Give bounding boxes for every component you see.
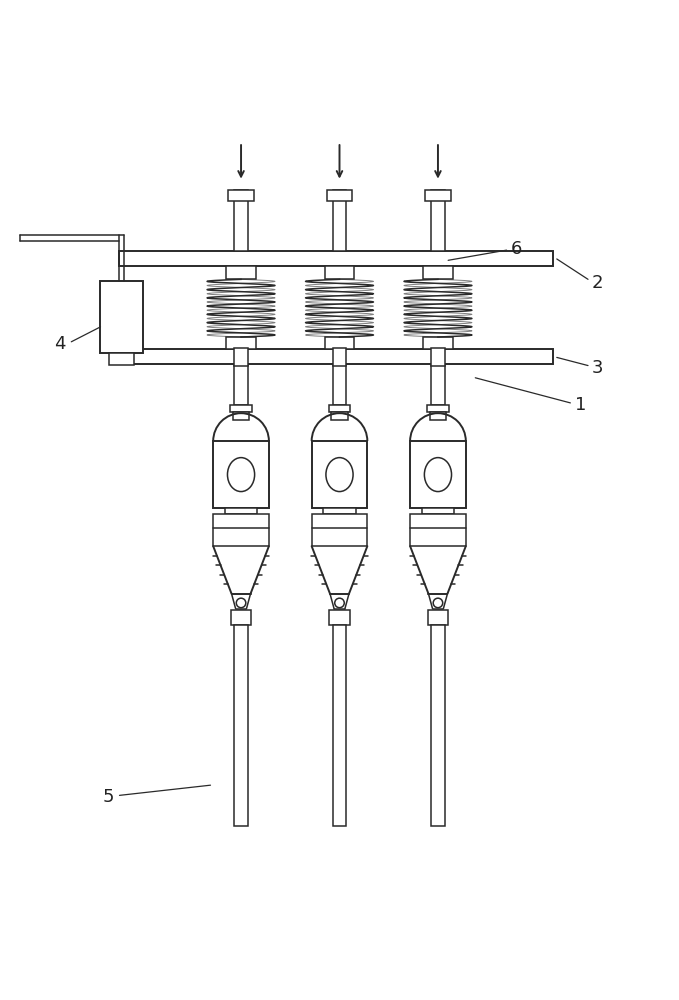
- Bar: [119, 251, 553, 266]
- Text: 1: 1: [575, 396, 586, 414]
- Bar: [230, 405, 252, 412]
- Circle shape: [335, 598, 344, 608]
- Text: 6: 6: [511, 240, 521, 258]
- Ellipse shape: [227, 458, 255, 492]
- Bar: [109, 353, 134, 365]
- Circle shape: [433, 598, 443, 608]
- Bar: [119, 349, 553, 364]
- Bar: [234, 625, 248, 826]
- Bar: [431, 364, 445, 405]
- Bar: [233, 412, 249, 420]
- Bar: [425, 190, 451, 201]
- Bar: [333, 625, 346, 826]
- Bar: [333, 348, 346, 366]
- Bar: [228, 190, 254, 201]
- Bar: [428, 610, 448, 625]
- Bar: [327, 190, 352, 201]
- Bar: [213, 514, 269, 546]
- Text: 3: 3: [592, 359, 603, 377]
- Bar: [100, 281, 143, 353]
- Bar: [226, 266, 256, 279]
- Bar: [234, 364, 248, 405]
- Text: 2: 2: [592, 274, 603, 292]
- Bar: [234, 348, 248, 366]
- Bar: [329, 405, 350, 412]
- Bar: [333, 190, 346, 251]
- Bar: [331, 412, 348, 420]
- Text: 4: 4: [54, 335, 65, 353]
- Bar: [423, 266, 453, 279]
- Ellipse shape: [326, 458, 353, 492]
- Bar: [422, 508, 454, 514]
- Text: 5: 5: [103, 788, 114, 806]
- Bar: [323, 508, 356, 514]
- Bar: [431, 625, 445, 826]
- Bar: [427, 405, 449, 412]
- Bar: [213, 441, 269, 508]
- Bar: [410, 441, 466, 508]
- Bar: [225, 508, 257, 514]
- Bar: [226, 337, 256, 349]
- Bar: [234, 190, 248, 251]
- Bar: [410, 514, 466, 546]
- Bar: [325, 337, 354, 349]
- Bar: [329, 610, 350, 625]
- Bar: [431, 348, 445, 366]
- Bar: [333, 364, 346, 405]
- Bar: [325, 266, 354, 279]
- Circle shape: [236, 598, 246, 608]
- Bar: [231, 610, 251, 625]
- Ellipse shape: [424, 458, 452, 492]
- Bar: [431, 190, 445, 251]
- Bar: [423, 337, 453, 349]
- Bar: [430, 412, 446, 420]
- Bar: [312, 514, 367, 546]
- Bar: [312, 441, 367, 508]
